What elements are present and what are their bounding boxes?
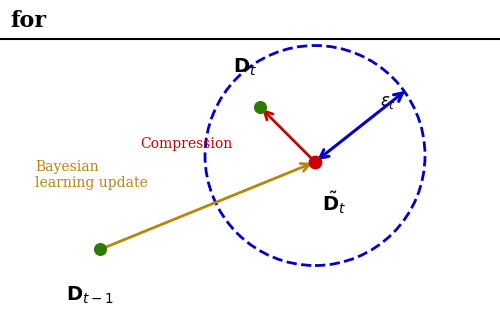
Text: Bayesian
learning update: Bayesian learning update (35, 160, 148, 190)
Text: Compression: Compression (140, 137, 232, 151)
Point (311, 159, 319, 165)
Text: $\mathbf{D}_{t-1}$: $\mathbf{D}_{t-1}$ (66, 285, 114, 307)
Point (96, 247, 104, 252)
Point (256, 104, 264, 110)
Text: $\tilde{\mathbf{D}}_t$: $\tilde{\mathbf{D}}_t$ (322, 190, 346, 216)
Text: $\mathbf{D}_t$: $\mathbf{D}_t$ (233, 56, 257, 78)
Text: $\epsilon_t$: $\epsilon_t$ (380, 94, 396, 110)
Text: for: for (10, 10, 46, 32)
